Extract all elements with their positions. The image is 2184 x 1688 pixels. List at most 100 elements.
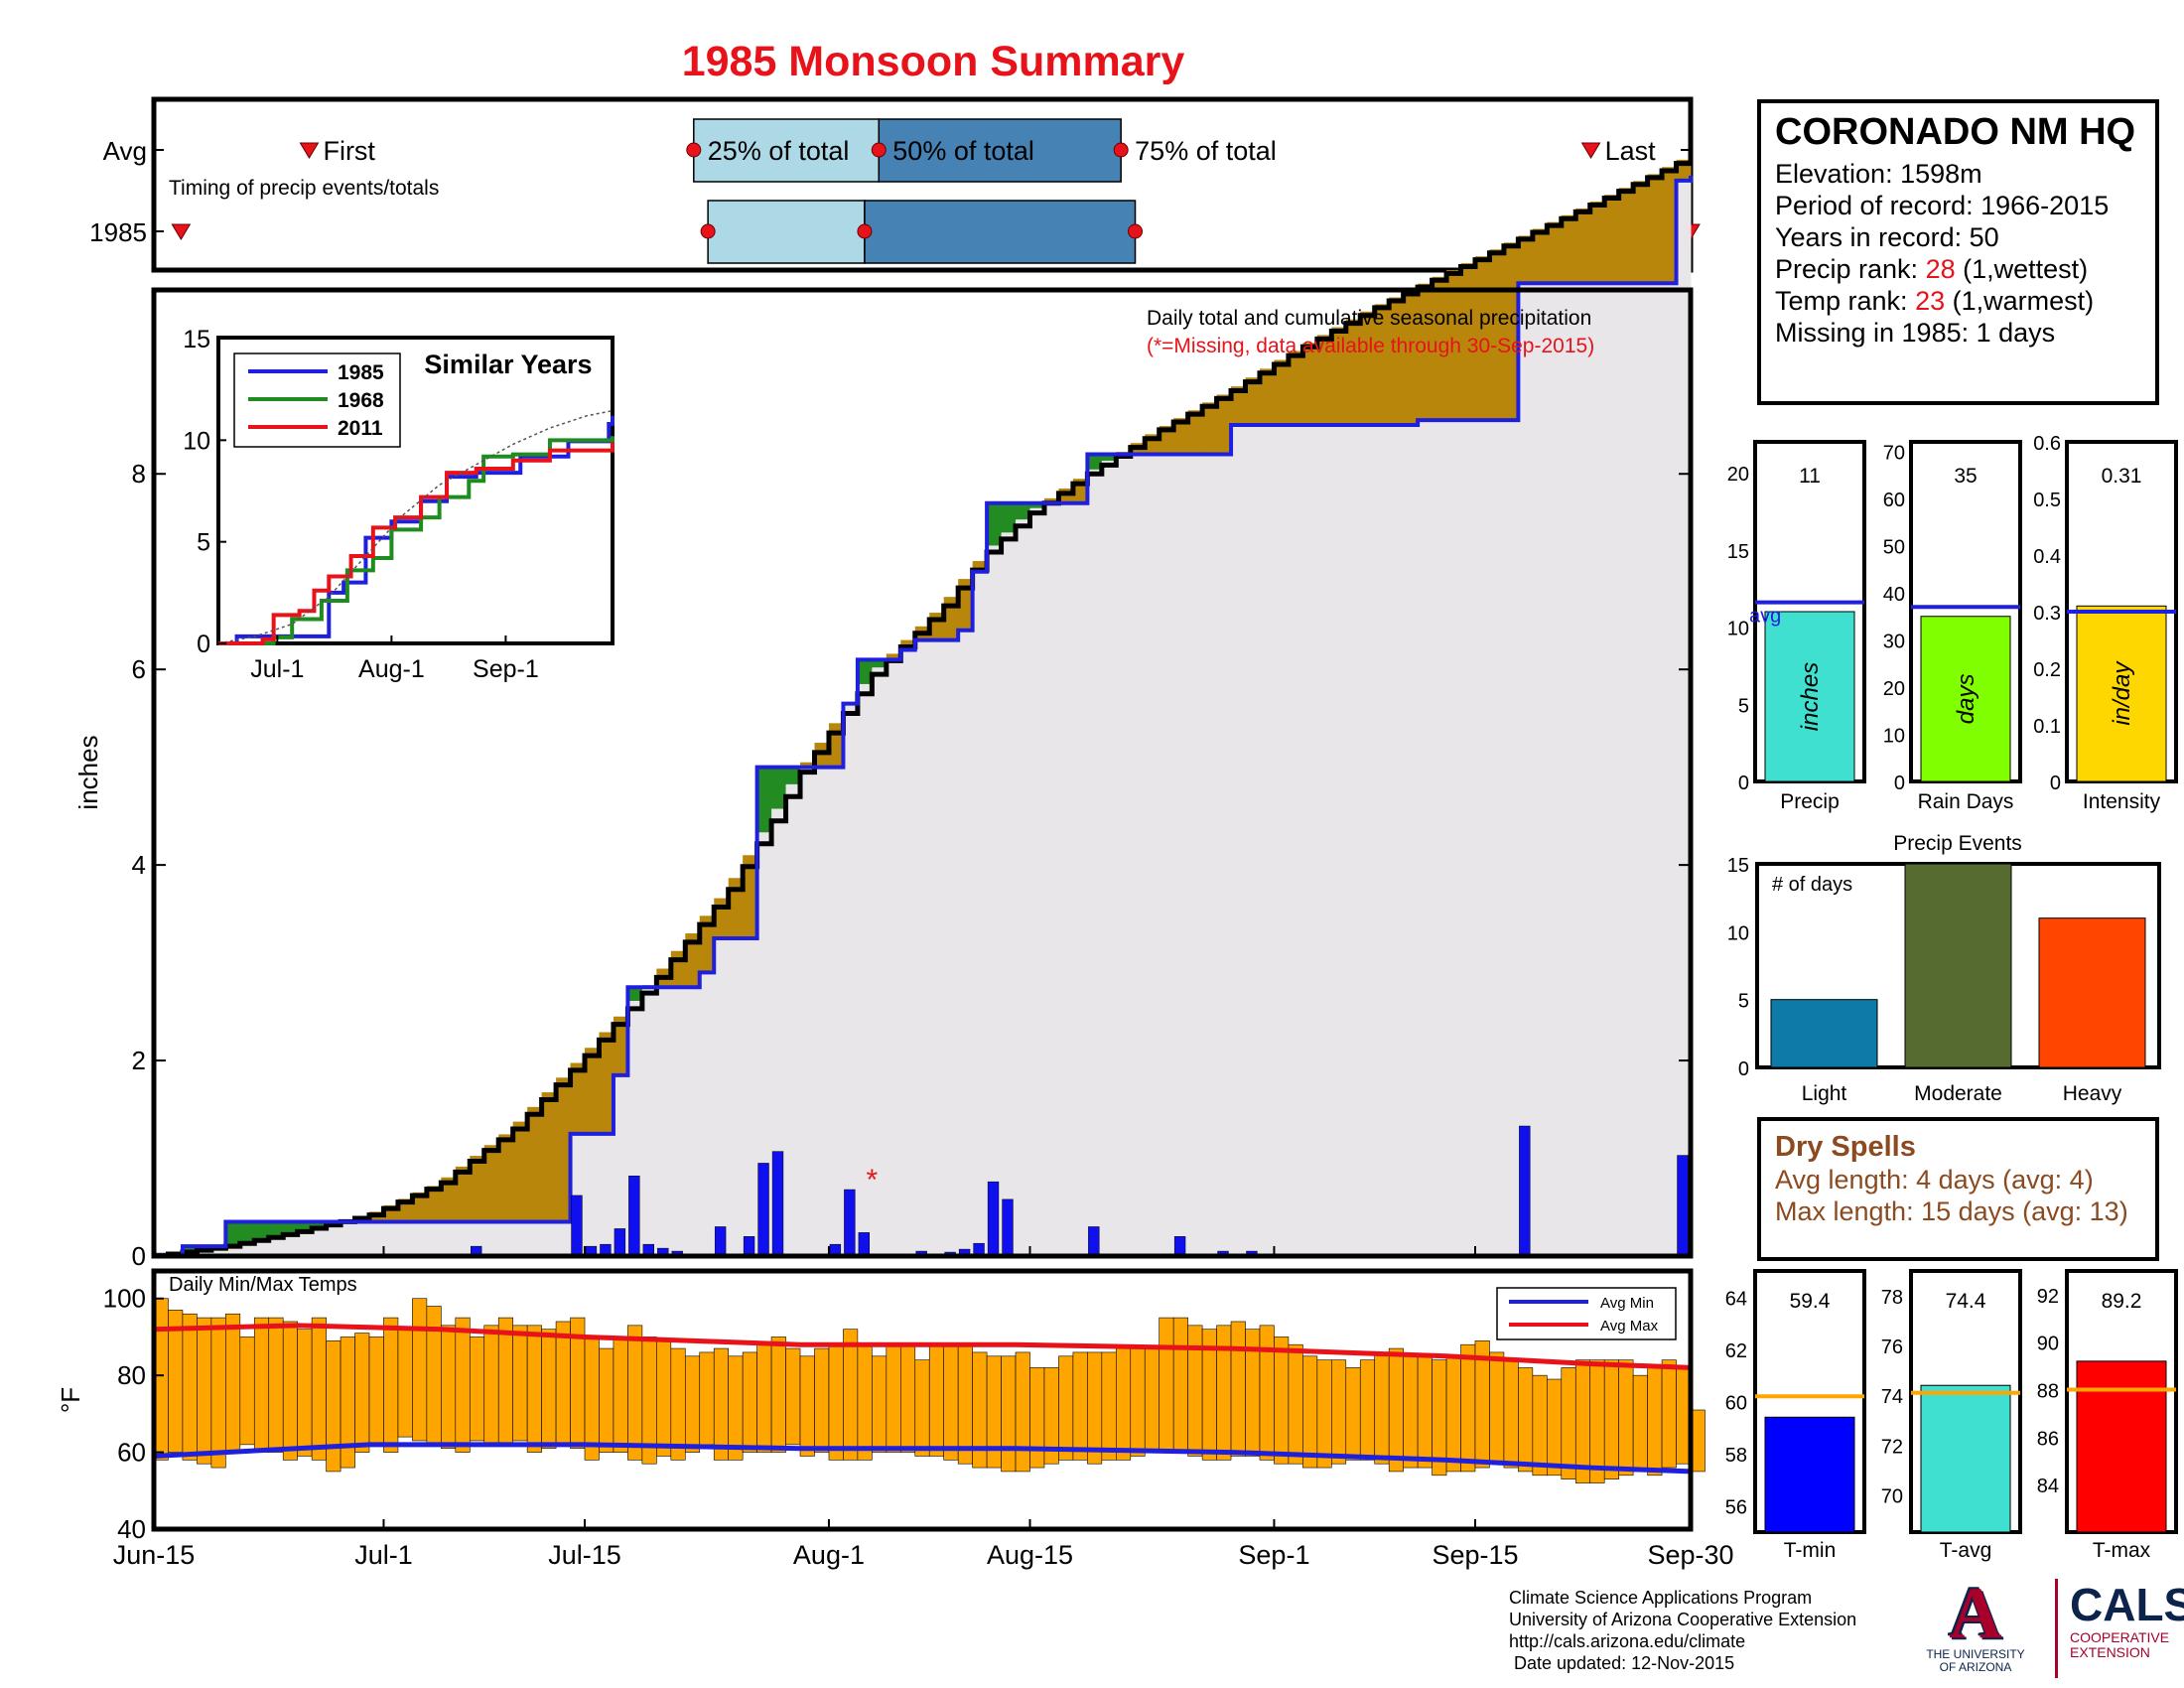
temp-mini-value-1: 74.4 bbox=[1946, 1290, 1986, 1313]
temp-y-axis-label: °F bbox=[56, 1387, 85, 1413]
event-tick: 15 bbox=[1727, 855, 1749, 877]
temp-range-bar bbox=[1029, 1367, 1045, 1469]
x-tick-label: Aug-15 bbox=[987, 1540, 1073, 1570]
cumulative-fill bbox=[1159, 454, 1174, 1257]
dry-spells-box: Dry Spells Avg length: 4 days (avg: 4) M… bbox=[1757, 1117, 2159, 1261]
temp-range-bar bbox=[168, 1310, 184, 1453]
temp-range-bar bbox=[1187, 1325, 1203, 1457]
temp-range-bar bbox=[1618, 1359, 1634, 1477]
timing-marker-year-p50 bbox=[857, 223, 873, 239]
timing-triangle-avg-first bbox=[299, 142, 320, 159]
cumulative-fill bbox=[541, 1221, 557, 1256]
temp-range-bar bbox=[627, 1325, 643, 1461]
temp-range-bar bbox=[1087, 1351, 1103, 1465]
temp-range-bar bbox=[584, 1336, 600, 1461]
daily-precip-bar bbox=[1088, 1226, 1100, 1257]
temp-range-bar bbox=[541, 1329, 557, 1450]
deficit-fill bbox=[1589, 201, 1605, 284]
temp-range-bar bbox=[268, 1317, 284, 1453]
cumulative-fill bbox=[670, 987, 686, 1256]
temp-range-bar bbox=[1130, 1347, 1146, 1457]
event-bar-heavy bbox=[2038, 917, 2146, 1068]
surplus-fill bbox=[627, 987, 643, 1001]
cumulative-fill bbox=[1288, 425, 1303, 1256]
cumulative-fill bbox=[1374, 425, 1390, 1256]
daily-precip-bar bbox=[771, 1151, 784, 1257]
y-axis-label: inches bbox=[73, 735, 103, 809]
timing-marker-avg-p50 bbox=[871, 142, 887, 158]
deficit-fill bbox=[1532, 228, 1548, 284]
cumulative-fill bbox=[1676, 180, 1692, 1257]
cumulative-fill bbox=[268, 1235, 284, 1256]
temp-mini-tick: 56 bbox=[1725, 1497, 1747, 1519]
temp-range-bar bbox=[1172, 1317, 1188, 1453]
credit-url[interactable]: http://cals.arizona.edu/climate bbox=[1509, 1631, 1746, 1651]
cumulative-fill bbox=[843, 703, 859, 1256]
event-tick: 0 bbox=[1738, 1058, 1749, 1080]
cumulative-fill bbox=[958, 630, 974, 1256]
university-of-arizona-logo: A THE UNIVERSITY OF ARIZONA bbox=[1926, 1573, 2025, 1674]
temp-range-bar bbox=[383, 1317, 399, 1453]
timing-marker-avg-p75 bbox=[1113, 142, 1129, 158]
event-label-light: Light bbox=[1802, 1082, 1847, 1105]
deficit-fill bbox=[1403, 290, 1419, 425]
deficit-fill bbox=[1345, 319, 1361, 425]
cumulative-fill bbox=[1043, 502, 1059, 1256]
deficit-fill bbox=[541, 1092, 557, 1222]
temp-range-bar bbox=[599, 1347, 614, 1453]
surplus-fill bbox=[857, 659, 873, 684]
cumulative-fill bbox=[814, 767, 830, 1256]
precip-mini-tick: 50 bbox=[1883, 537, 1905, 559]
precip-mini-value-2: 0.31 bbox=[2102, 465, 2142, 488]
temp-range-bar bbox=[699, 1351, 715, 1446]
temp-range-bar bbox=[455, 1317, 471, 1453]
precip-mini-tick: 0 bbox=[2050, 773, 2061, 794]
precip-mini-tick: 15 bbox=[1727, 541, 1749, 563]
cumulative-fill bbox=[1001, 532, 1017, 1256]
x-tick-label: Jun-15 bbox=[113, 1540, 196, 1570]
temp-range-bar bbox=[1216, 1325, 1232, 1461]
temp-range-bar bbox=[713, 1347, 729, 1461]
temp-range-bar bbox=[1518, 1367, 1534, 1473]
temp-mini-tick: 72 bbox=[1881, 1436, 1903, 1458]
temp-range-bar bbox=[1561, 1367, 1576, 1479]
station-period: Period of record: 1966-2015 bbox=[1775, 191, 2110, 220]
cumulative-fill bbox=[641, 987, 657, 1256]
cumulative-fill bbox=[1029, 507, 1045, 1256]
surplus-fill bbox=[254, 1221, 270, 1239]
temp-legend-label-min: Avg Min bbox=[1600, 1295, 1654, 1312]
precip-annotation: Daily total and cumulative seasonal prec… bbox=[1147, 307, 1591, 330]
cumulative-fill bbox=[1231, 425, 1247, 1256]
cumulative-fill bbox=[1087, 469, 1103, 1257]
timing-bar-year-25-50 bbox=[707, 200, 866, 264]
surplus-fill bbox=[1101, 454, 1117, 461]
deficit-fill bbox=[470, 1156, 485, 1222]
cumulative-fill bbox=[1474, 420, 1490, 1256]
daily-precip-bar bbox=[844, 1189, 856, 1257]
timing-triangle-avg-last bbox=[1580, 142, 1601, 159]
missing-marker: * bbox=[867, 1164, 879, 1196]
cumulative-fill bbox=[1145, 454, 1160, 1257]
inset-legend-label-2011: 2011 bbox=[338, 417, 383, 440]
cumulative-fill bbox=[828, 767, 844, 1256]
cumulative-fill bbox=[599, 1133, 614, 1256]
timing-label-75: 75% of total bbox=[1135, 136, 1277, 166]
deficit-fill bbox=[599, 1032, 614, 1134]
event-bar-moderate bbox=[1904, 863, 2012, 1068]
cumulative-fill bbox=[283, 1232, 299, 1256]
deficit-fill bbox=[1288, 351, 1303, 425]
timing-marker-year-p75 bbox=[1128, 223, 1144, 239]
dry-spells-avg: Avg length: 4 days (avg: 4) bbox=[1775, 1165, 2094, 1195]
precip-mini-value-1: 35 bbox=[1954, 465, 1977, 488]
temp-range-bar bbox=[326, 1340, 341, 1473]
temp-y-tick-label: 100 bbox=[103, 1284, 146, 1314]
inset-y-tick-label: 5 bbox=[197, 529, 210, 557]
daily-precip-bar bbox=[714, 1226, 727, 1257]
temp-range-bar bbox=[1632, 1374, 1648, 1473]
precip-mini-value-0: 11 bbox=[1799, 465, 1821, 488]
deficit-fill bbox=[1503, 242, 1519, 421]
deficit-fill bbox=[512, 1121, 528, 1222]
daily-precip-bar bbox=[987, 1181, 1000, 1257]
temp-range-bar bbox=[253, 1317, 270, 1453]
precip-mini-bar-1 bbox=[1920, 616, 2011, 782]
